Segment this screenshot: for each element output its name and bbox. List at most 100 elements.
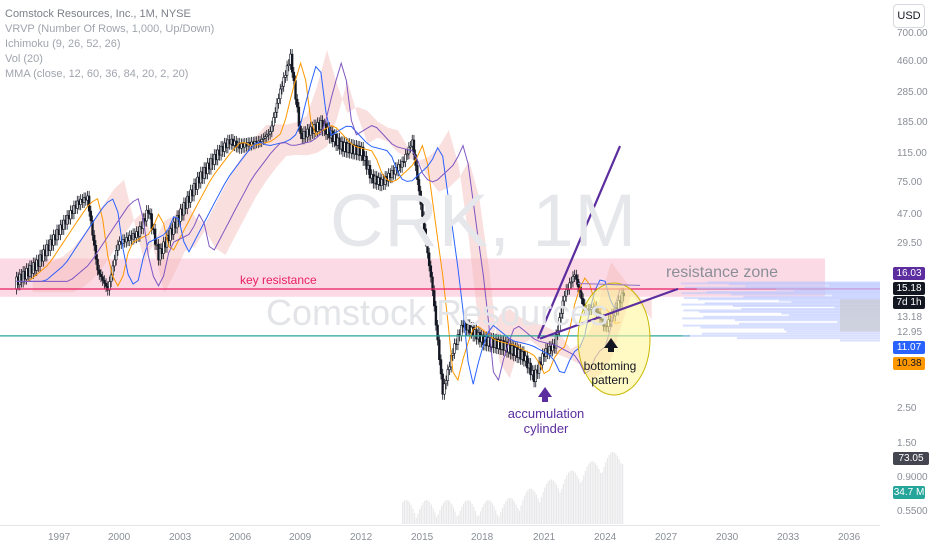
legend-ichimoku[interactable]: Ichimoku (9, 26, 52, 26) — [5, 38, 121, 50]
y-tick-label: 13.18 — [897, 312, 923, 323]
volume-bar — [601, 472, 603, 524]
y-tick-label: 2.50 — [897, 403, 917, 414]
volume-profile-bar — [786, 330, 880, 333]
candle-body — [563, 295, 566, 302]
x-tick-label: 2033 — [777, 532, 800, 543]
volume-bar — [430, 504, 433, 524]
candle-body — [99, 274, 103, 277]
candle-body — [162, 241, 165, 254]
volume-bar — [405, 500, 407, 524]
candle-body — [96, 258, 99, 271]
volume-bar — [449, 501, 451, 524]
volume-bar — [549, 479, 551, 524]
x-tick-label: 2009 — [289, 532, 312, 543]
volume-bar — [469, 501, 471, 524]
legend-mma[interactable]: MMA (close, 12, 60, 36, 84, 20, 2, 20) — [5, 68, 189, 80]
y-tick-label: 285.00 — [897, 87, 928, 98]
legend-vrvp[interactable]: VRVP (Number Of Rows, 1,000, Up/Down) — [5, 23, 215, 35]
volume-bar — [622, 464, 624, 524]
volume-bar — [579, 482, 581, 524]
volume-bar — [513, 501, 515, 524]
candle-body — [541, 353, 544, 366]
resistance-zone-label: resistance zone — [666, 264, 779, 281]
accumulation-arrow-icon — [538, 387, 552, 402]
candle-body — [89, 210, 93, 221]
candle-body — [272, 117, 275, 127]
volume-bar — [417, 513, 419, 524]
candle-body — [260, 139, 263, 142]
candle-body — [436, 324, 439, 341]
candle-body — [426, 240, 429, 254]
volume-bar — [457, 515, 460, 524]
volume-bar — [501, 507, 504, 524]
volume-bar — [517, 507, 519, 524]
volume-bar — [600, 472, 602, 524]
volume-bar — [539, 502, 541, 524]
candle-body — [570, 281, 573, 284]
volume-bar — [483, 504, 485, 524]
candle-body — [65, 214, 69, 225]
x-tick-label: 2015 — [411, 532, 434, 543]
volume-bar — [564, 479, 566, 524]
volume-bar — [503, 504, 505, 524]
candle-body — [290, 53, 294, 73]
volume-bar — [486, 500, 488, 524]
price-tag-last: 15.18 — [893, 282, 925, 295]
candle-body — [101, 276, 104, 281]
volume-bar — [583, 475, 585, 524]
steep-trendline — [536, 145, 622, 340]
volume-bar — [572, 470, 575, 524]
candle-body — [365, 155, 368, 170]
legend-title[interactable]: Comstock Resources, Inc., 1M, NYSE — [5, 8, 191, 20]
volume-bar — [479, 511, 482, 524]
chart-area[interactable]: CRK, 1M Comstock Resources Comstock Reso… — [0, 0, 880, 525]
y-tick-label: 0.5500 — [897, 506, 928, 517]
volume-bar — [415, 517, 417, 524]
volume-profile-bar — [781, 312, 880, 315]
volume-bar — [584, 470, 586, 524]
bottoming-label-line2: pattern — [591, 373, 629, 387]
x-tick-label: 2036 — [838, 532, 861, 543]
candle-body — [263, 136, 267, 139]
volume-profile-bar — [741, 307, 880, 310]
volume-bar — [527, 490, 529, 524]
volume-bar — [615, 453, 617, 524]
volume-bar — [412, 508, 414, 524]
volume-bar — [496, 514, 499, 524]
volume-profile-bar — [704, 302, 880, 305]
volume-bar — [559, 492, 561, 524]
legend-vol[interactable]: Vol (20) — [5, 53, 43, 65]
volume-bar — [429, 502, 431, 524]
watermark-name: Comstock Resources — [266, 292, 609, 333]
candle-body — [277, 98, 280, 104]
volume-bar — [581, 480, 583, 524]
volume-bar — [608, 455, 610, 524]
volume-bar — [493, 506, 495, 524]
candle-body — [299, 125, 302, 134]
volume-profile-bar — [794, 289, 880, 292]
candle-body — [145, 209, 148, 222]
price-chart[interactable] — [0, 0, 880, 525]
volume-bar — [444, 501, 446, 524]
volume-bar — [478, 515, 480, 524]
volume-bar — [591, 461, 593, 524]
y-tick-label: 460.00 — [897, 56, 928, 67]
volume-profile-bar — [684, 286, 880, 289]
volume-profile-bar — [738, 322, 880, 325]
volume-profile-bar — [778, 299, 880, 302]
volume-bar — [613, 452, 615, 524]
volume-bar — [618, 459, 620, 524]
candle-body — [451, 352, 455, 356]
volume-bar — [616, 456, 619, 524]
volume-bar — [447, 500, 449, 524]
volume-profile-bar — [696, 287, 880, 290]
volume-bar — [523, 496, 526, 524]
candle-body — [108, 281, 111, 291]
candle-body — [62, 219, 65, 230]
price-tag-ma-blue: 11.07 — [893, 341, 925, 354]
volume-bar — [537, 498, 539, 524]
time-axis[interactable]: 1997 2000 2003 2006 2009 2012 2015 2018 … — [0, 525, 880, 551]
volume-bar — [596, 465, 598, 524]
volume-profile-bar — [743, 295, 880, 298]
currency-button[interactable]: USD — [893, 4, 925, 28]
